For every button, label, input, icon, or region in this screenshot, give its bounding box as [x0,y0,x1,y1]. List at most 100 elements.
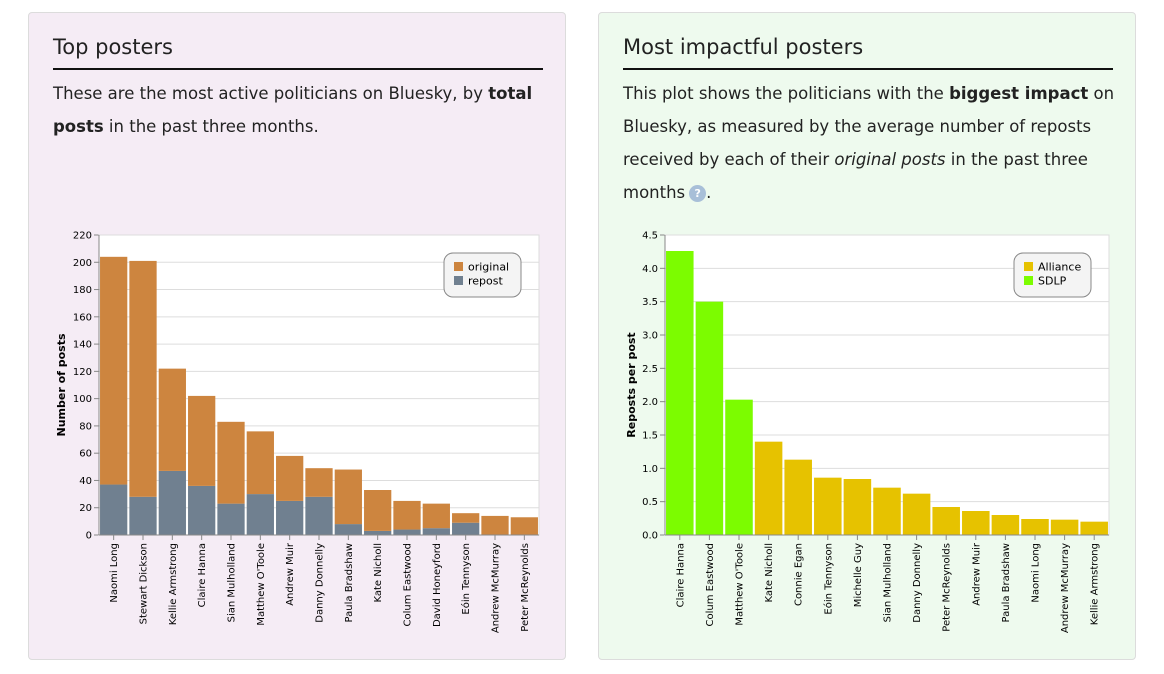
x-tick-label: Kate Nicholl [764,543,775,603]
x-tick-label: Sian Mulholland [227,543,238,622]
bar-alliance [843,479,872,535]
top-posters-card: Top posters These are the most active po… [28,12,566,660]
x-tick-label: Michelle Guy [853,543,864,607]
y-tick-label: 40 [79,476,92,487]
legend-swatch [1024,262,1033,271]
bar-alliance [1021,519,1049,535]
bar-repost [276,500,304,535]
bar-repost [129,496,157,535]
y-tick-label: 140 [73,340,92,351]
most-impactful-chart: 0.0 0.5 1.0 1.5 2.0 2.5 3.0 3.5 4.0 4.5 Claire Han… [625,231,1110,633]
x-tick-label: Claire Hanna [197,543,208,607]
bar-original [452,513,480,523]
y-tick-label: 60 [79,449,92,460]
y-tick-label: 2.5 [642,364,658,375]
x-tick-label: Andrew Muir [971,542,982,606]
x-tick-label: Danny Donnelly [315,543,326,623]
bar-alliance [784,459,812,535]
legend-swatch [1024,276,1033,285]
bar-original [422,503,450,529]
x-tick-label: Andrew McMurray [491,543,502,633]
x-tick-label: Andrew Muir [285,542,296,606]
bar-original [129,260,157,497]
y-tick-label: 0 [86,531,92,542]
y-tick-label: 1.0 [642,464,658,475]
y-tick-label: 100 [73,394,92,405]
bar-repost [100,484,128,535]
y-tick-label: 3.0 [642,331,658,342]
bar-alliance [873,487,901,535]
bar-original [246,431,274,495]
legend-label: Alliance [1038,261,1081,274]
bar-original [364,490,392,531]
y-axis-title: Reposts per post [625,332,638,437]
bar-repost [393,529,421,535]
legend-label: SDLP [1038,275,1067,288]
y-tick-label: 80 [79,421,92,432]
y-tick-label: 3.5 [642,297,658,308]
bar-alliance [932,507,960,535]
x-tick-label: Connie Egan [794,543,805,606]
bar-alliance [902,493,931,535]
y-tick-label: 20 [79,503,92,514]
x-tick-label: Stewart Dickson [139,543,150,624]
x-tick-label: Naomi Long [1031,543,1042,603]
most-impactful-card: Most impactful posters This plot shows t… [598,12,1136,660]
bar-alliance [1050,519,1079,535]
bar-repost [188,485,216,535]
x-tick-label: Colum Eastwood [705,543,716,626]
x-tick-label: Peter McReynolds [942,543,953,632]
legend-box [443,252,522,298]
y-tick-label: 200 [73,258,92,269]
most-impactful-description: This plot shows the politicians with the… [623,84,1115,202]
legend-swatch [454,262,463,271]
top-posters-chart: 0 20 40 60 80 100 120 140 160 180 200 220 Naomi Long… [55,231,540,633]
x-tick-label: Kellie Armstrong [168,543,179,625]
bar-repost [217,503,245,535]
y-tick-label: 2.0 [642,397,658,408]
x-tick-label: Peter McReynolds [520,543,531,632]
bar-repost [305,496,333,535]
y-axis-title: Number of posts [55,333,68,436]
top-posters-title: Top posters [53,35,543,70]
x-tick-label: Kate Nicholl [373,543,384,603]
legend-label: original [468,261,509,274]
x-tick-label: Eóin Tennyson [822,543,834,615]
y-tick-label: 0.0 [642,531,658,542]
bar-original [217,421,245,504]
bar-sdlp [666,251,694,535]
x-tick-label: Paula Bradshaw [1001,543,1012,622]
y-tick-label: 180 [73,285,92,296]
x-tick-label: Matthew O'Toole [735,543,746,626]
y-tick-label: 4.0 [642,264,658,275]
x-tick-label: Kellie Armstrong [1090,543,1101,625]
legend-swatch [454,276,463,285]
x-tick-label: Paula Bradshaw [344,543,355,622]
bar-alliance [754,441,783,535]
bar-repost [422,528,450,535]
y-tick-label: 1.5 [642,431,658,442]
bar-original [393,500,421,530]
bar-alliance [991,515,1020,535]
y-tick-label: 220 [73,231,92,242]
bar-repost [452,522,480,535]
bar-alliance [962,511,990,535]
bar-alliance [1080,521,1108,535]
x-tick-label: David Honeyford [432,543,443,627]
help-icon[interactable]: ? [689,185,707,202]
bar-repost [334,524,362,535]
most-impactful-title: Most impactful posters [623,35,1113,70]
legend-box [1013,252,1092,298]
bar-original [334,469,362,525]
y-tick-label: 4.5 [642,231,658,242]
x-tick-label: Sian Mulholland [883,543,894,622]
x-tick-label: Claire Hanna [675,543,686,607]
bar-original [158,368,186,471]
x-tick-label: Eóin Tennyson [460,543,472,615]
y-tick-label: 160 [73,312,92,323]
y-tick-label: 120 [73,367,92,378]
bar-repost [246,494,274,535]
y-tick-label: 0.5 [642,497,658,508]
bar-repost [158,470,186,535]
x-tick-label: Danny Donnelly [912,543,923,623]
